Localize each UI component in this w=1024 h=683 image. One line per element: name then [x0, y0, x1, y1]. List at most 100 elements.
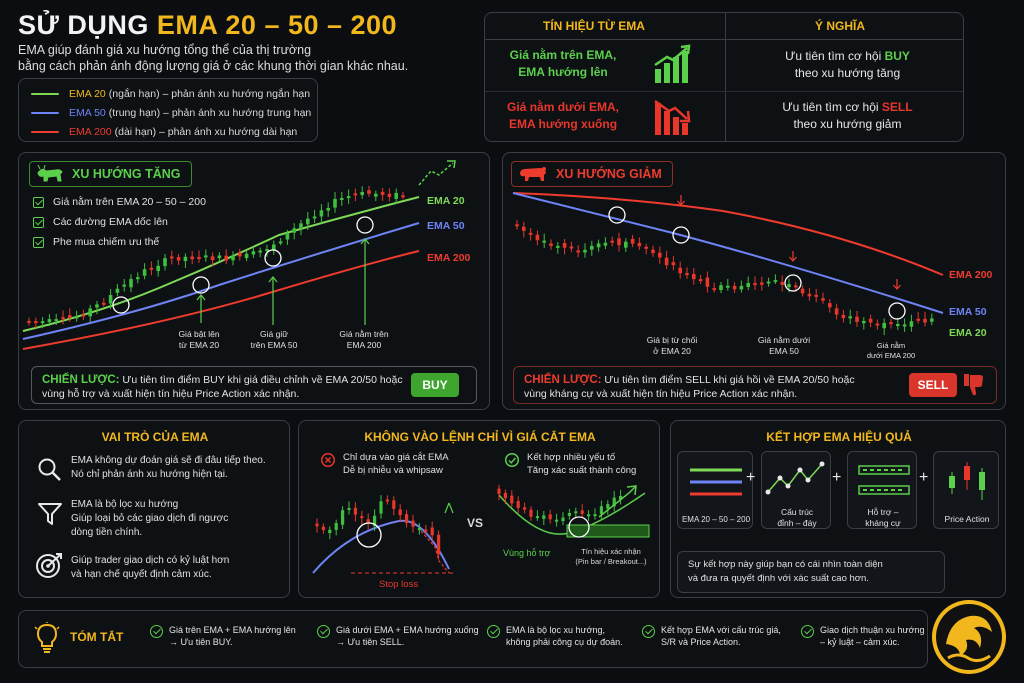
- up-meaning-prefix: Ưu tiên tìm cơ hội: [785, 49, 882, 63]
- arrow-head: [196, 294, 206, 301]
- signal-column-header: TÍN HIỆU TỪ EMA: [543, 19, 645, 33]
- crossover-right-candle: [529, 509, 533, 517]
- downtrend-candle: [746, 282, 750, 288]
- uptrend-candle: [183, 256, 188, 262]
- uptrend-candle: [312, 216, 317, 219]
- crossover-left-candle: [341, 510, 345, 525]
- role-item-2-line1: EMA là bộ lọc xu hướng: [71, 499, 179, 510]
- uptrend-candle: [306, 218, 310, 225]
- crossover-left-candle: [353, 507, 357, 515]
- uptrend-chart: [22, 160, 456, 350]
- downtrend-note-1-line2: ở EMA 20: [653, 346, 691, 356]
- downtrend-note-2-line2: EMA 50: [769, 346, 799, 356]
- uptrend-check-2-text: Các đường EMA dốc lên: [53, 216, 168, 228]
- downtrend-candle: [814, 294, 818, 297]
- downtrend-candle: [596, 243, 601, 248]
- down-meaning-prefix: Ưu tiên tìm cơ hội: [782, 100, 879, 114]
- uptrend-candle: [380, 191, 385, 195]
- downtrend-candle: [549, 243, 553, 246]
- target-icon: [36, 553, 62, 578]
- downtrend-ema20-label: EMA 20: [949, 327, 987, 339]
- crossover-left-candle: [379, 501, 383, 514]
- combine-title: KẾT HỢP EMA HIỆU QUẢ: [766, 430, 912, 444]
- down-meaning: Ưu tiên tìm cơ hội SELL theo xu hướng gi…: [735, 99, 960, 133]
- uptrend-candle: [292, 228, 296, 233]
- downtrend-candle: [624, 241, 628, 248]
- downtrend-candle: [848, 316, 852, 319]
- summary-item-2-line1: Giá dưới EMA + EMA hướng xuống: [336, 625, 479, 635]
- downtrend-candle: [644, 246, 648, 249]
- crossover-left-candle: [334, 523, 338, 530]
- down-signal: Giá nằm dưới EMA, EMA hướng xuống: [493, 99, 633, 133]
- bar-up-icon: [654, 44, 691, 83]
- uptrend-tag: XU HƯỚNG TĂNG: [29, 161, 192, 187]
- role-item-1-line1: EMA không dự đoán giá sẽ đi đâu tiếp the…: [71, 455, 266, 466]
- ema50-line: [22, 222, 420, 340]
- uptrend-candle: [210, 256, 215, 261]
- crossover-bad: Chỉ dựa vào giá cắt EMA Dễ bị nhiễu và wh…: [343, 451, 449, 477]
- uptrend-candle: [74, 316, 79, 319]
- crossover-left-candle: [430, 527, 434, 536]
- arrow-head: [268, 276, 278, 283]
- downtrend-note-2-line1: Giá nằm dưới: [757, 335, 811, 345]
- uptrend-note-2-line1: Giá giữ: [260, 329, 288, 339]
- combine-pa-card: Price Action: [933, 451, 999, 529]
- uptrend-check-3: Phe mua chiếm ưu thế: [33, 236, 159, 248]
- role-item-2: EMA là bộ lọc xu hướng Giúp loại bỏ các g…: [71, 498, 228, 540]
- uptrend-check-3-text: Phe mua chiếm ưu thế: [53, 236, 160, 248]
- arrow-head: [360, 238, 370, 245]
- downtrend-candle: [794, 285, 798, 288]
- stop-loss-label: Stop loss: [379, 579, 419, 590]
- summary-item-3-line1: EMA là bộ lọc xu hướng,: [506, 625, 605, 635]
- ema200-line: [512, 192, 944, 276]
- highlight-circle: [888, 302, 906, 320]
- check-circle-icon: [150, 625, 163, 638]
- crossover-left-candle: [398, 509, 402, 516]
- uptrend-candle: [238, 252, 242, 257]
- downtrend-candle: [766, 281, 771, 284]
- crossover-bad-line2: Dễ bị nhiễu và whipsaw: [343, 465, 443, 476]
- role-item-3-line2: và hạn chế quyết định cảm xúc.: [71, 569, 212, 580]
- crossover-left-candle: [405, 514, 409, 523]
- downtrend-candle: [896, 324, 900, 327]
- downtrend-strategy-key: CHIẾN LƯỢC:: [524, 374, 602, 386]
- crossover-right-candle: [593, 514, 597, 517]
- uptrend-candle: [170, 256, 174, 259]
- uptrend-strategy-key: CHIẾN LƯỢC:: [42, 374, 120, 386]
- sell-button[interactable]: SELL: [909, 373, 957, 397]
- uptrend-candle: [251, 251, 256, 255]
- uptrend-candle: [360, 191, 364, 196]
- downtrend-tag: XU HƯỚNG GIẢM: [511, 161, 673, 187]
- downtrend-candle: [671, 262, 676, 266]
- vs-label: VS: [467, 516, 484, 530]
- downtrend-candle: [828, 303, 832, 308]
- downtrend-strategy: CHIẾN LƯỢC: Ưu tiên tìm điểm SELL khi gi…: [513, 366, 997, 404]
- highlight-circle: [356, 522, 382, 548]
- buy-button[interactable]: BUY: [411, 373, 459, 397]
- support-zone-label: Vùng hỗ trợ: [503, 548, 551, 558]
- highlight-circle: [112, 296, 130, 314]
- arrow-head: [789, 256, 797, 262]
- uptrend-candle: [387, 193, 392, 197]
- uptrend-panel: XU HƯỚNG TĂNG Giá nằm trên EMA 20 – 50 –…: [18, 152, 490, 410]
- uptrend-ema50-label: EMA 50: [427, 220, 465, 232]
- summary-item-2-line2: → Ưu tiên SELL.: [336, 637, 405, 647]
- uptrend-candle: [149, 267, 154, 270]
- up-meaning-buy: BUY: [884, 49, 910, 63]
- role-item-3: Giúp trader giao dịch có kỷ luật hơn và h…: [71, 554, 229, 582]
- uptrend-candle: [374, 193, 378, 197]
- crossover-left-candle: [392, 500, 396, 509]
- uptrend-note-1-line2: từ EMA 20: [178, 340, 220, 350]
- uptrend-candle: [88, 308, 92, 317]
- downtrend-candle: [658, 252, 662, 258]
- uptrend-candle: [54, 319, 58, 322]
- trend-arrow-head: [447, 160, 456, 169]
- trend-arrow: [418, 162, 454, 186]
- legend-ema50-name: EMA 50: [69, 107, 106, 119]
- combine-note-line1: Sự kết hợp này giúp bạn có cái nhìn toàn…: [688, 559, 883, 570]
- combine-note-line2: và đưa ra quyết định với xác suất cao hơ…: [688, 573, 869, 584]
- crossover-right-candle: [599, 506, 603, 515]
- summary-item-4: Kết hợp EMA với cấu trúc giá, S/R và Pric…: [642, 624, 781, 648]
- down-signal-line1: Giá nằm dưới EMA,: [507, 100, 619, 114]
- ema50-line: [512, 192, 944, 314]
